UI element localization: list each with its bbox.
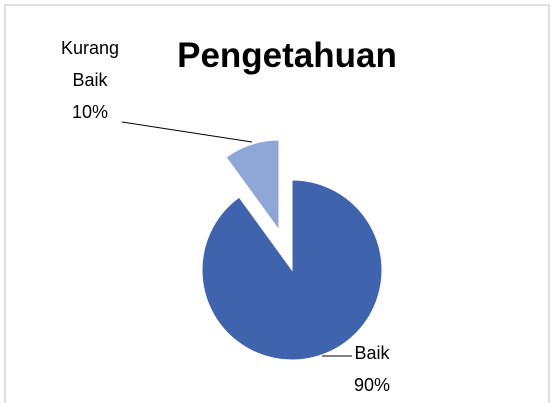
- pie: [201, 139, 383, 361]
- data-label: Baik 90%: [337, 337, 407, 401]
- chart-title: Pengetahuan: [177, 36, 397, 75]
- data-label: Kurang Baik 10%: [55, 32, 125, 128]
- label-value: 10%: [71, 102, 109, 122]
- chart-frame: [4, 4, 550, 403]
- label-category: Kurang Baik: [60, 38, 120, 90]
- label-category: Baik: [354, 343, 390, 363]
- pie-slice: [201, 179, 383, 361]
- pie-slice: [225, 139, 280, 232]
- leader-line: [121, 121, 253, 143]
- label-value: 90%: [353, 375, 391, 395]
